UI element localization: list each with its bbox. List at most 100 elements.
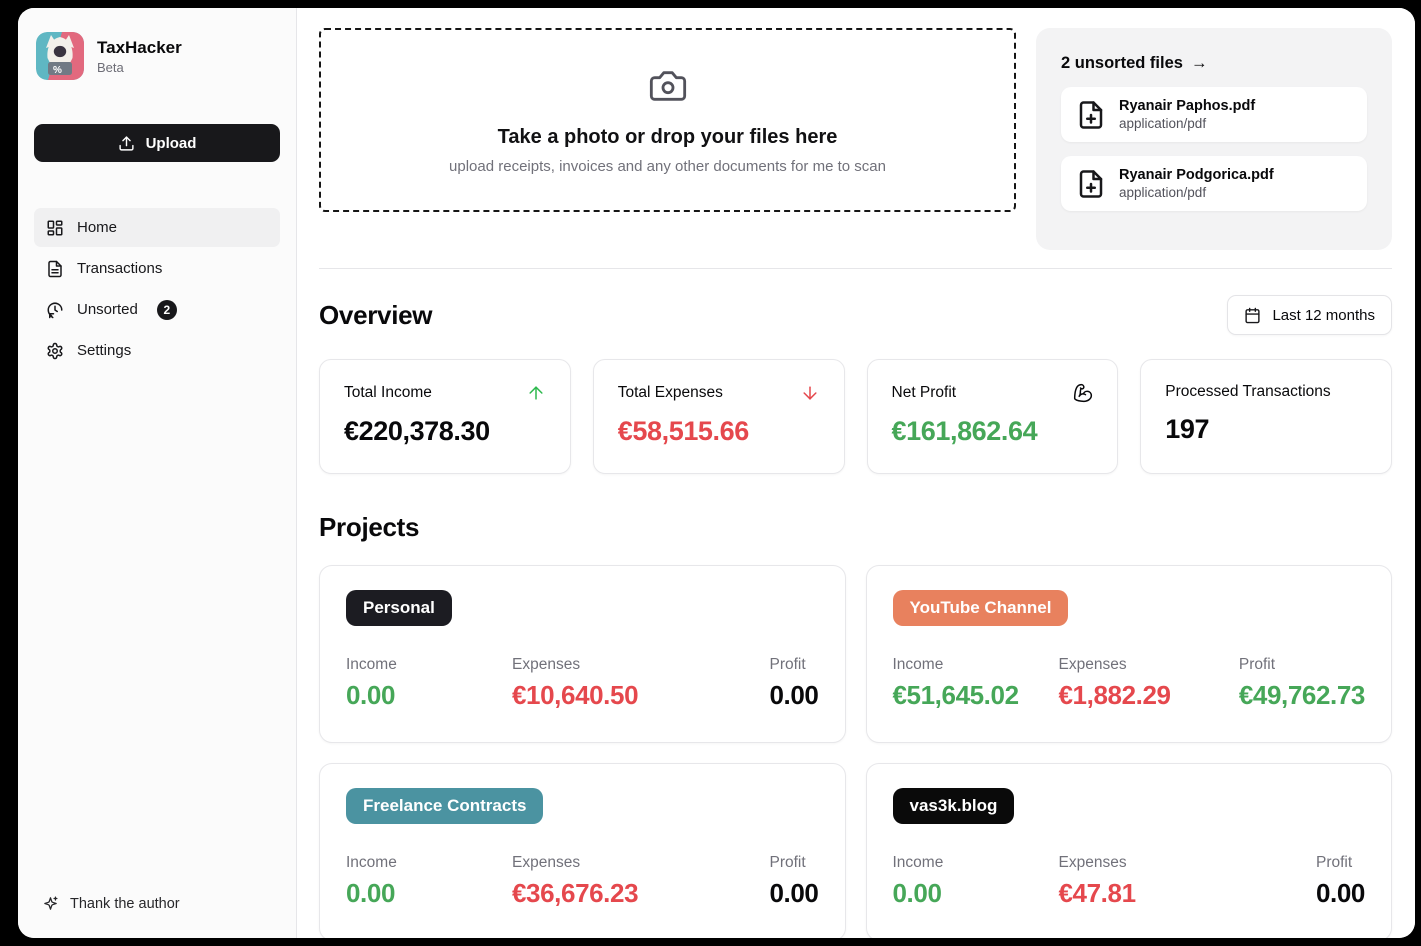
arrow-right-icon: → [1190,54,1208,72]
stat-value: 0.00 [1315,878,1365,908]
income-stat: Income €51,645.02 [893,656,1059,711]
app-title: TaxHacker [97,37,182,57]
unsorted-file-item[interactable]: Ryanair Paphos.pdf application/pdf [1061,87,1367,142]
trend-down-icon [802,386,817,400]
file-name: Ryanair Podgorica.pdf [1119,167,1274,183]
upload-button-label: Upload [145,134,197,152]
stat-label: Income [892,656,944,673]
expenses-stat: Expenses €10,640.50 [512,656,769,711]
section-divider [319,268,1392,269]
expenses-stat: Expenses €1,882.29 [1059,656,1239,711]
unsorted-files-title: 2 unsorted files [1061,54,1183,72]
clock-arrow-icon [47,302,63,318]
card-value: €161,862.64 [891,416,1038,446]
file-meta: Ryanair Paphos.pdf application/pdf [1119,98,1255,131]
stat-label: Expenses [512,656,581,673]
stat-label: Profit [1238,656,1276,673]
overview-title: Overview [319,299,433,330]
card-value: €220,378.30 [344,416,490,446]
projects-header: Projects [319,512,1392,543]
profit-stat: Profit €49,762.73 [1238,656,1366,711]
app-beta-badge: Beta [97,59,124,75]
stat-label: Expenses [512,854,581,871]
income-stat: Income 0.00 [893,854,1059,909]
stat-value: €47.81 [1058,878,1137,908]
project-card-personal[interactable]: Personal Income 0.00 Expenses €10,640.50… [319,565,846,743]
file-meta: Ryanair Podgorica.pdf application/pdf [1119,167,1274,200]
dropzone-title: Take a photo or drop your files here [497,125,838,148]
svg-text:%: % [53,65,62,76]
net-profit-card: Net Profit €161,862.64 [866,359,1119,474]
expenses-stat: Expenses €36,676.23 [512,854,769,909]
profit-stat: Profit 0.00 [1316,854,1365,909]
project-badge: Personal [346,590,452,626]
card-label: Total Income [344,384,432,401]
file-dropzone[interactable]: Take a photo or drop your files here upl… [319,28,1016,212]
stat-label: Expenses [1058,854,1127,871]
sparkles-icon [44,896,58,910]
brand: % TaxHacker Beta [36,32,278,80]
upload-icon [118,135,134,151]
file-type: application/pdf [1119,116,1207,131]
income-stat: Income 0.00 [346,656,512,711]
expenses-stat: Expenses €47.81 [1059,854,1316,909]
stat-value: €51,645.02 [892,680,1020,710]
sidebar-item-transactions[interactable]: Transactions [34,249,280,288]
card-value: 197 [1165,414,1210,444]
sidebar-item-label: Unsorted [77,301,138,318]
stat-value: 0.00 [769,680,819,710]
profit-stat: Profit 0.00 [769,854,818,909]
projects-grid: Personal Income 0.00 Expenses €10,640.50… [319,565,1392,938]
stat-label: Profit [769,656,806,673]
sidebar-item-unsorted[interactable]: Unsorted 2 [34,290,280,329]
upload-button[interactable]: Upload [34,124,280,162]
profit-stat: Profit 0.00 [769,656,818,711]
project-card-youtube-channel[interactable]: YouTube Channel Income €51,645.02 Expens… [865,565,1392,743]
project-badge: Freelance Contracts [346,788,544,824]
dropzone-subtitle: upload receipts, invoices and any other … [449,157,886,175]
total-expenses-card: Total Expenses €58,515.66 [592,359,845,474]
unsorted-count-badge: 2 [156,299,177,320]
project-card-vas3k-blog[interactable]: vas3k.blog Income 0.00 Expenses €47.81 P… [865,763,1392,938]
projects-title: Projects [319,512,420,542]
main-content: Take a photo or drop your files here upl… [297,8,1415,938]
stat-label: Income [346,854,397,871]
thank-the-author-label: Thank the author [70,895,180,912]
sidebar-item-home[interactable]: Home [34,208,280,247]
unsorted-files-panel: 2 unsorted files → Ryanair Paphos.pdf ap… [1036,28,1392,250]
project-card-freelance-contracts[interactable]: Freelance Contracts Income 0.00 Expenses… [319,763,846,938]
period-selector-label: Last 12 months [1272,306,1375,324]
file-plus-icon [1079,100,1103,129]
overview-cards: Total Income €220,378.30 Total Expenses … [319,359,1392,474]
stat-value: €1,882.29 [1058,680,1171,710]
card-label: Total Expenses [617,384,723,401]
brand-text: TaxHacker Beta [97,38,182,75]
overview-header: Overview Last 12 months [319,295,1392,335]
stat-value: 0.00 [346,878,396,908]
stat-label: Expenses [1058,656,1127,673]
sidebar-item-settings[interactable]: Settings [34,331,280,370]
calendar-icon [1245,307,1261,323]
stat-value: €36,676.23 [512,878,639,908]
stat-label: Profit [769,854,806,871]
thank-the-author-link[interactable]: Thank the author [34,889,280,918]
file-name: Ryanair Paphos.pdf [1119,98,1256,114]
stat-label: Income [892,854,944,871]
sidebar-nav: Home Transactions Unsorted 2 Settings [34,208,280,370]
stat-value: 0.00 [769,878,819,908]
stat-label: Income [346,656,397,673]
sidebar-item-label: Settings [77,342,132,359]
period-selector-button[interactable]: Last 12 months [1227,295,1392,335]
trend-up-icon [529,386,543,400]
sidebar: % TaxHacker Beta Upload Home Transaction… [18,8,297,938]
biceps-icon [1074,383,1093,403]
card-label: Processed Transactions [1165,383,1331,400]
stat-value: €49,762.73 [1238,680,1366,710]
income-stat: Income 0.00 [346,854,512,909]
app-window: % TaxHacker Beta Upload Home Transaction… [18,8,1415,938]
sidebar-item-label: Home [77,219,118,236]
file-type: application/pdf [1119,185,1207,200]
sidebar-item-label: Transactions [77,260,163,277]
unsorted-file-item[interactable]: Ryanair Podgorica.pdf application/pdf [1061,156,1367,211]
unsorted-files-link[interactable]: 2 unsorted files → [1061,54,1367,73]
